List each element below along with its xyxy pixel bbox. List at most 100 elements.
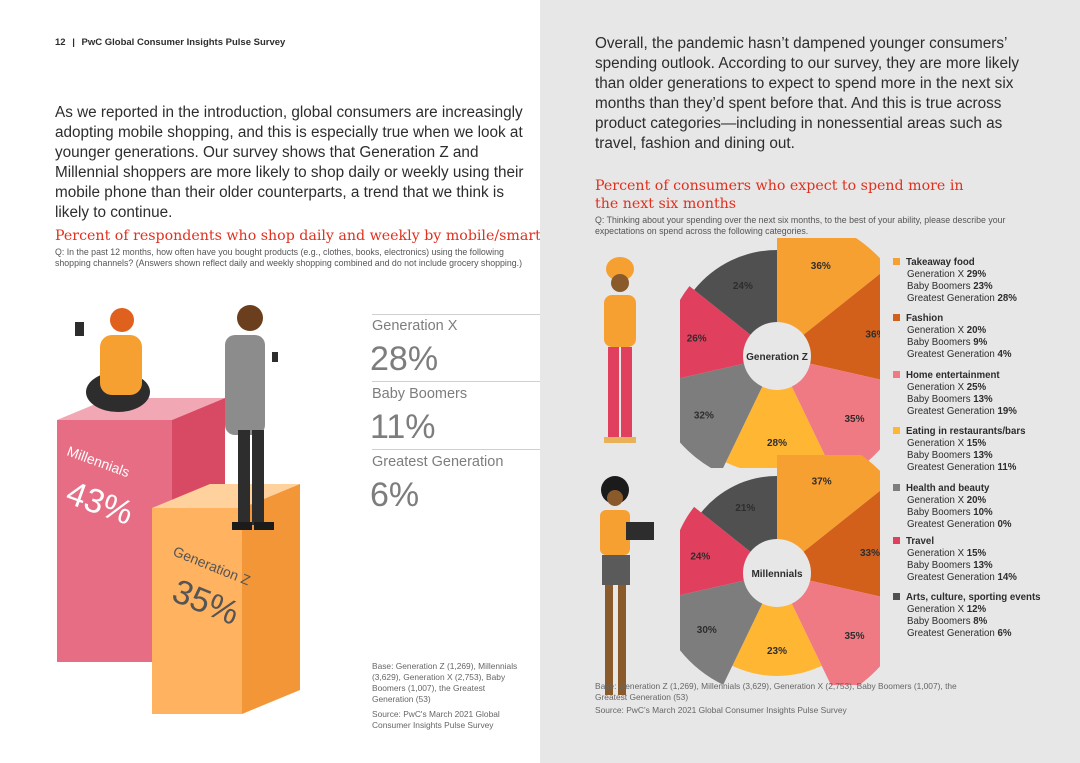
donut-segment-health-and-beauty	[680, 363, 763, 468]
generation-bars-illustration: Millennials 43% Generation Z 35%	[57, 305, 300, 714]
legend-swatch	[893, 484, 900, 491]
spend-chart-question: Q: Thinking about your spending over the…	[595, 215, 1006, 236]
donut-value-label: 35%	[844, 414, 864, 425]
legend-category: Arts, culture, sporting events	[906, 592, 1041, 603]
donut-segment-fashion	[803, 273, 880, 380]
intro-paragraph: As we reported in the introduction, glob…	[55, 104, 524, 221]
legend-item-takeaway-food: Takeaway food Generation X 29% Baby Boomer…	[893, 257, 1017, 305]
legend-line: Generation X 20%	[907, 325, 987, 336]
donut-segment-eating-in-restaurants-bars	[725, 386, 829, 468]
legend-category: Home entertainment	[906, 370, 1000, 381]
legend-line: Greatest Generation 19%	[907, 406, 1017, 417]
legend-line: Baby Boomers 10%	[907, 507, 993, 518]
legend-line: Greatest Generation 28%	[907, 293, 1017, 304]
donut-segment-travel	[680, 506, 751, 596]
legend-line: Greatest Generation 4%	[907, 349, 1012, 360]
legend-swatch	[893, 593, 900, 600]
header-title: PwC Global Consumer Insights Pulse Surve…	[81, 37, 286, 48]
donut-value-label: 30%	[697, 625, 717, 636]
donut-segment-eating-in-restaurants-bars	[732, 603, 822, 676]
legend-item-travel: Travel Generation X 15% Baby Boomers 13% Gr…	[893, 536, 1017, 584]
greatest-gen-value: 6%	[370, 476, 420, 514]
legend-line: Baby Boomers 13%	[907, 394, 993, 405]
mobile-chart-title: Percent of respondents who shop daily an…	[55, 228, 586, 244]
legend-swatch	[893, 314, 900, 321]
legend-item-home-entertainment: Home entertainment Generation X 25% Baby B…	[893, 370, 1017, 418]
legend-line: Baby Boomers 8%	[907, 616, 988, 627]
legend-category: Fashion	[906, 313, 944, 324]
donut-value-label: 23%	[767, 646, 787, 657]
donut-chart-millennials: 37% 33% 35% 23% 30% 24% 21% Millennials	[680, 455, 880, 685]
donut-value-label: 32%	[694, 410, 714, 421]
legend-line: Baby Boomers 13%	[907, 450, 993, 461]
legend-item-arts-culture-sporting-events: Arts, culture, sporting events Generation…	[893, 592, 1041, 640]
right-paragraph: Overall, the pandemic hasn’t dampened yo…	[595, 35, 1020, 152]
right-source-note: Source: PwC’s March 2021 Global Consumer…	[595, 705, 847, 715]
donut-value-label: 24%	[690, 552, 710, 563]
legend-line: Generation X 25%	[907, 382, 987, 393]
donut-segment-fashion	[803, 490, 880, 597]
left-source-note: Source: PwC's March 2021 Global Consumer…	[372, 709, 500, 730]
legend-swatch	[893, 371, 900, 378]
donut-value-label: 36%	[865, 330, 880, 341]
genz-box-side	[242, 484, 300, 714]
donut-segment-home-entertainment	[791, 363, 880, 468]
woman-laptop-figure	[600, 476, 654, 695]
legend-line: Greatest Generation 11%	[907, 462, 1017, 473]
donut-segment-arts-culture-sporting-events	[694, 250, 777, 335]
legend-swatch	[893, 427, 900, 434]
donut-center-label: Generation Z	[746, 352, 808, 363]
page-header: 12 | PwC Global Consumer Insights Pulse …	[55, 37, 285, 48]
donut-value-label: 21%	[735, 503, 755, 514]
baby-boomers-value: 11%	[370, 408, 436, 446]
legend-swatch	[893, 537, 900, 544]
donut-center-label: Millennials	[751, 569, 803, 580]
separator-line	[372, 381, 540, 382]
legend-item-health-and-beauty: Health and beauty Generation X 20% Baby Bo…	[893, 483, 1011, 531]
donut-segment-home-entertainment	[791, 580, 880, 685]
mobile-chart-question: Q: In the past 12 months, how often have…	[55, 247, 523, 268]
donut-value-label: 33%	[860, 548, 880, 559]
donut-segment-arts-culture-sporting-events	[701, 476, 777, 552]
legend-category: Takeaway food	[906, 257, 975, 268]
donut-value-label: 35%	[844, 631, 864, 642]
legend-line: Generation X 20%	[907, 495, 987, 506]
left-page: 12 | PwC Global Consumer Insights Pulse …	[55, 37, 586, 730]
donut-hole	[744, 323, 810, 389]
legend-line: Baby Boomers 9%	[907, 337, 988, 348]
right-base-note: Base: Generation Z (1,269), Millennials …	[595, 681, 957, 702]
donut-value-label: 26%	[687, 334, 707, 345]
page-number: 12	[55, 37, 66, 48]
donut-hole	[744, 540, 810, 606]
gen-x-value: 28%	[370, 340, 439, 378]
legend-category: Eating in restaurants/bars	[906, 426, 1026, 437]
man-turban-figure	[604, 257, 636, 443]
legend-line: Baby Boomers 23%	[907, 281, 993, 292]
spend-chart-title: Percent of consumers who expect to spend…	[595, 178, 964, 212]
separator-line	[372, 314, 540, 315]
legend-line: Baby Boomers 13%	[907, 560, 993, 571]
legend-category: Health and beauty	[906, 483, 990, 494]
baby-boomers-label: Baby Boomers	[372, 386, 468, 402]
legend-line: Greatest Generation 14%	[907, 572, 1017, 583]
legend-swatch	[893, 258, 900, 265]
legend-category: Travel	[906, 536, 935, 547]
header-separator: |	[72, 37, 75, 48]
donut-value-label: 37%	[812, 476, 832, 487]
greatest-gen-label: Greatest Generation	[372, 454, 504, 470]
donut-segment-travel	[680, 286, 751, 379]
donut-segment-health-and-beauty	[680, 580, 763, 685]
donut-value-label: 28%	[767, 438, 787, 449]
legend-item-fashion: Fashion Generation X 20% Baby Boomers 9% Gr…	[893, 313, 1011, 361]
legend-line: Generation X 15%	[907, 548, 987, 559]
man-figure	[225, 335, 265, 435]
left-base-note: Base: Generation Z (1,269), Millennials …	[372, 661, 518, 704]
legend-line: Greatest Generation 6%	[907, 628, 1012, 639]
genz-box-front	[152, 508, 242, 714]
donut-value-label: 36%	[811, 261, 831, 272]
legend-line: Generation X 29%	[907, 269, 987, 280]
legend-line: Generation X 12%	[907, 604, 987, 615]
legend-item-eating-in-restaurants-bars: Eating in restaurants/bars Generation X 1…	[893, 426, 1026, 474]
millennials-box-front	[57, 420, 172, 662]
legend-line: Generation X 15%	[907, 438, 987, 449]
